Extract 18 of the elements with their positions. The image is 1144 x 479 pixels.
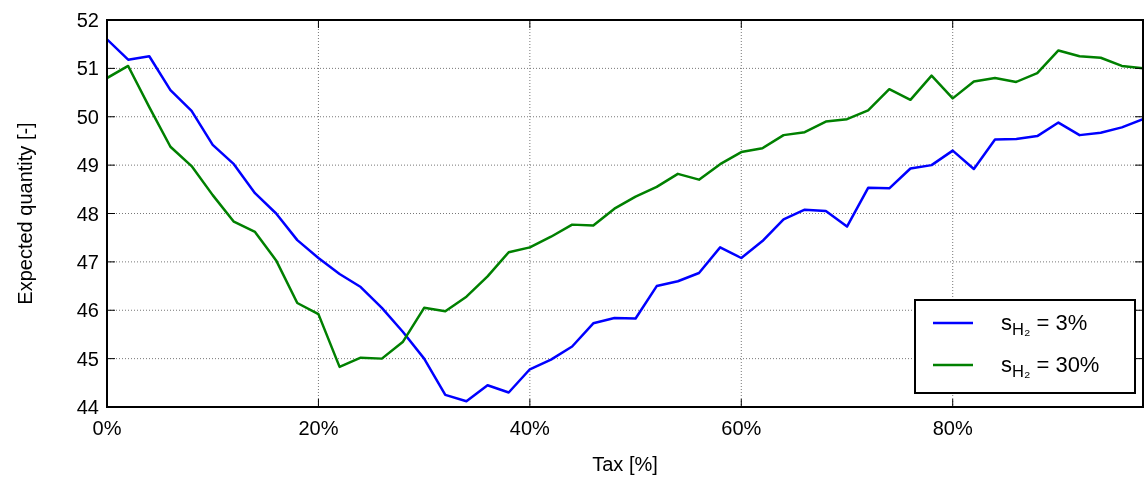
y-tick-label: 51 [76, 57, 99, 80]
y-tick-label: 48 [76, 202, 99, 225]
y-tick-label: 45 [76, 347, 99, 370]
legend-label: s$_{H₂}$ = 30% [1001, 352, 1100, 381]
y-tick-label: 44 [76, 396, 99, 418]
x-tick-label: 20% [298, 417, 339, 439]
y-tick-label: 49 [76, 154, 99, 177]
legend-label: s$_{H₂}$ = 3% [1001, 310, 1088, 339]
y-tick-label: 47 [76, 250, 99, 273]
x-axis-title: Tax [%] [592, 453, 658, 475]
x-tick-label: 80% [932, 417, 973, 439]
y-axis-title: Expected quantity [-] [14, 122, 36, 305]
y-tick-label: 50 [76, 105, 99, 128]
x-tick-label: 0% [92, 417, 122, 439]
y-tick-label: 46 [76, 299, 99, 322]
x-tick-label: 60% [721, 417, 762, 439]
x-tick-label: 40% [509, 417, 551, 439]
y-tick-label: 52 [76, 9, 99, 31]
